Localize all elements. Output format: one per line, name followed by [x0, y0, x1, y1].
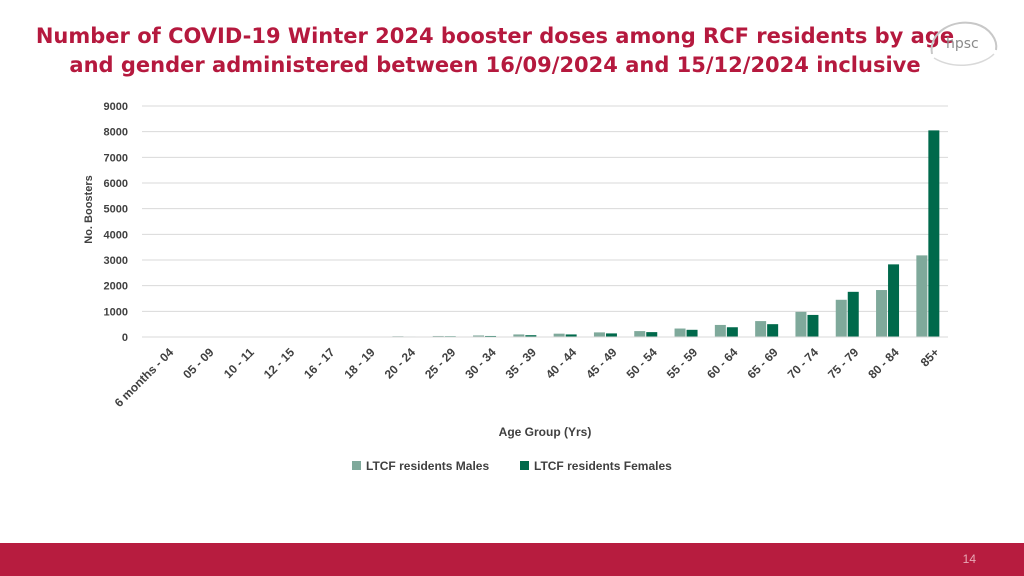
bar-females: [928, 130, 940, 337]
bar-males: [634, 331, 646, 337]
logo-swoosh: [930, 21, 998, 55]
bar-males: [795, 311, 807, 337]
legend: LTCF residents Males LTCF residents Femal…: [352, 459, 672, 473]
bar-males: [835, 299, 847, 337]
bar-females: [485, 335, 497, 337]
x-tick-label: 40 - 44: [543, 345, 580, 382]
x-tick-label: 80 - 84: [865, 345, 902, 382]
bar-females: [525, 335, 537, 337]
bar-males: [876, 290, 888, 337]
y-tick-label: 1000: [104, 306, 128, 318]
x-tick-label: 6 months - 04: [112, 345, 177, 410]
bar-females: [605, 333, 617, 337]
bar-males: [432, 335, 444, 337]
bar-males: [755, 321, 767, 337]
bar-females: [807, 314, 819, 337]
y-tick-label: 5000: [104, 204, 128, 216]
bar-males: [916, 255, 928, 337]
legend-label: LTCF residents Females: [534, 459, 672, 473]
x-tick-label: 35 - 39: [503, 345, 540, 382]
x-tick-label: 75 - 79: [825, 345, 862, 382]
bar-males: [473, 335, 485, 337]
x-tick-label: 85+: [918, 345, 942, 369]
legend-swatch-females: [520, 461, 529, 470]
bar-females: [847, 291, 859, 337]
y-tick-label: 8000: [104, 127, 128, 139]
y-tick-label: 4000: [104, 229, 128, 241]
bars: [392, 130, 940, 337]
y-tick-label: 9000: [104, 101, 128, 113]
bar-males: [593, 332, 605, 337]
bar-chart: 0 1000 2000 3000 4000 5000 6000 7000 8000 9000 6 …: [83, 101, 948, 473]
x-tick-label: 20 - 24: [382, 345, 419, 382]
y-tick-label: 2000: [104, 281, 128, 293]
hpsc-logo: hpsc: [930, 21, 998, 66]
legend-label: LTCF residents Males: [366, 459, 489, 473]
logo-text: hpsc: [946, 36, 979, 52]
x-tick-label: 60 - 64: [704, 345, 741, 382]
y-tick-label: 3000: [104, 255, 128, 267]
bar-females: [888, 264, 900, 337]
x-tick-label: 05 - 09: [180, 345, 217, 382]
x-tick-label: 30 - 34: [462, 345, 499, 382]
gridlines: [142, 105, 948, 312]
bar-males: [513, 334, 525, 337]
page-number: 14: [962, 552, 976, 566]
y-tick-label: 7000: [104, 152, 128, 164]
bar-females: [726, 327, 738, 337]
x-axis-label: Age Group (Yrs): [499, 425, 592, 439]
y-tick-label: 0: [122, 332, 128, 344]
y-axis-label: No. Boosters: [83, 175, 95, 243]
legend-swatch-males: [352, 461, 361, 470]
bar-females: [767, 324, 779, 337]
y-axis-ticks: 0 1000 2000 3000 4000 5000 6000 7000 8000 9000: [104, 101, 128, 344]
x-tick-label: 70 - 74: [785, 345, 822, 382]
x-tick-label: 55 - 59: [664, 345, 701, 382]
x-tick-label: 65 - 69: [744, 345, 781, 382]
bar-males: [553, 333, 565, 337]
footer-bar: 14: [0, 543, 1024, 576]
x-tick-label: 45 - 49: [583, 345, 620, 382]
chart-title: Number of COVID-19 Winter 2024 booster d…: [35, 24, 955, 77]
x-tick-label: 18 - 19: [341, 345, 378, 382]
bar-males: [714, 324, 726, 337]
x-tick-label: 12 - 15: [261, 345, 298, 382]
x-tick-label: 10 - 11: [221, 345, 257, 381]
bar-females: [565, 334, 577, 337]
x-tick-label: 25 - 29: [422, 345, 459, 382]
bar-females: [686, 329, 698, 337]
y-tick-label: 6000: [104, 178, 128, 190]
x-tick-label: 50 - 54: [624, 345, 661, 382]
bar-males: [674, 328, 686, 337]
x-axis-ticks: 6 months - 04 05 - 09 10 - 11 12 - 15 16 - 1…: [112, 345, 942, 410]
x-tick-label: 16 - 17: [301, 345, 338, 382]
bar-females: [646, 332, 658, 337]
